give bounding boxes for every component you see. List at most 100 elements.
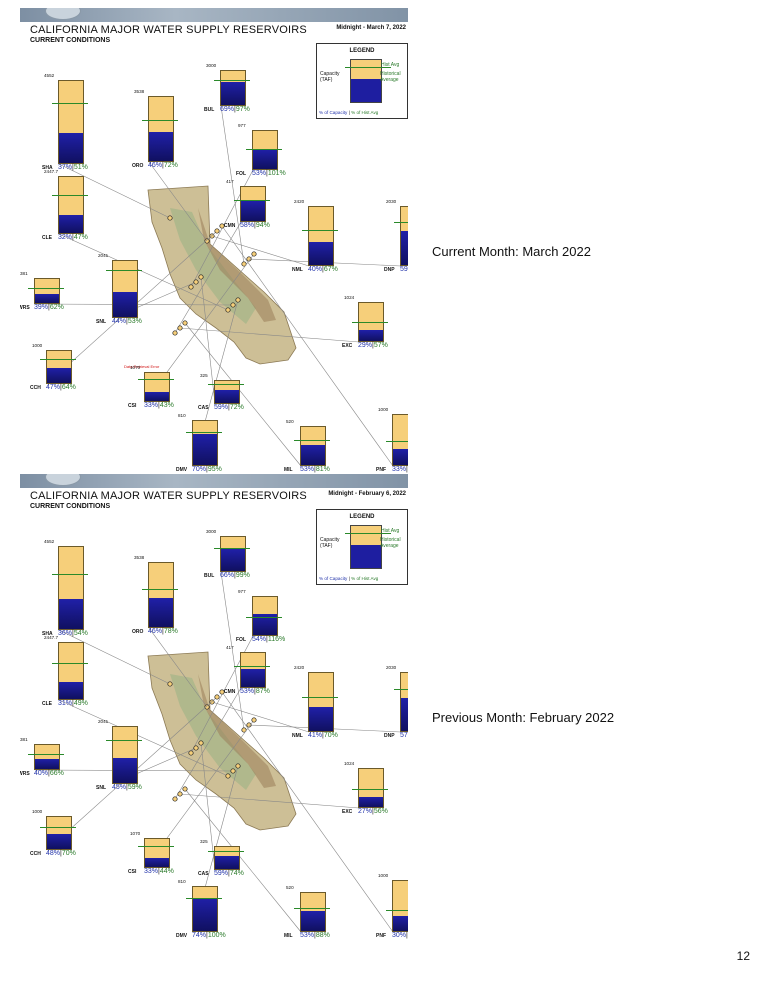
central-valley bbox=[170, 674, 256, 790]
storage-fill bbox=[359, 329, 383, 341]
capacity-label: 325 bbox=[200, 839, 208, 844]
leader-line bbox=[58, 163, 171, 219]
capacity-bar bbox=[144, 372, 170, 402]
capacity-label: 1000 bbox=[378, 873, 389, 878]
storage-fill bbox=[59, 599, 83, 629]
reservoir-location-dot bbox=[235, 297, 241, 303]
capacity-label: 977 bbox=[238, 123, 246, 128]
reservoir-location-dot bbox=[214, 694, 220, 700]
percent-label: 70%|95% bbox=[192, 466, 222, 473]
historical-average-line bbox=[142, 119, 178, 121]
historical-average-line bbox=[246, 617, 282, 619]
storage-fill bbox=[145, 857, 169, 867]
storage-fill bbox=[241, 201, 265, 221]
capacity-bar bbox=[58, 642, 84, 700]
reservoir-code: CCH bbox=[30, 851, 41, 857]
percent-label: 44%|53% bbox=[112, 318, 142, 325]
leader-line bbox=[174, 687, 242, 800]
percent-label: 59%|74% bbox=[214, 870, 244, 877]
reservoir-location-dot bbox=[193, 745, 199, 751]
legend-footer: % of Capacity | % of Hist Avg bbox=[319, 576, 379, 581]
historical-average-line bbox=[106, 269, 142, 271]
reservoir-location-dot bbox=[188, 284, 194, 290]
capacity-label: 1000 bbox=[32, 809, 43, 814]
storage-fill bbox=[393, 448, 408, 465]
capacity-label: 2420 bbox=[294, 665, 305, 670]
header-band bbox=[20, 8, 408, 22]
capacity-bar bbox=[392, 414, 408, 466]
historical-average-line bbox=[246, 149, 282, 150]
percent-label: 40%|67% bbox=[308, 266, 338, 273]
capacity-bar bbox=[112, 260, 138, 318]
reservoir-location-dot bbox=[198, 274, 204, 280]
historical-average-line bbox=[208, 850, 244, 852]
historical-average-line bbox=[294, 907, 330, 909]
percent-label: 33%|44% bbox=[144, 868, 174, 875]
percent-label: 57%|79 bbox=[400, 732, 408, 739]
reservoir-code: DMV bbox=[176, 933, 188, 939]
reservoir-code: CMN bbox=[224, 689, 236, 695]
storage-fill bbox=[253, 614, 277, 635]
storage-fill bbox=[215, 856, 239, 869]
legend-title: LEGEND bbox=[349, 48, 375, 54]
reservoir-code: NML bbox=[292, 733, 303, 739]
storage-fill bbox=[309, 241, 333, 265]
reservoir-code: SHA bbox=[42, 165, 53, 171]
capacity-bar bbox=[58, 546, 84, 630]
capacity-bar bbox=[300, 426, 326, 466]
reservoir-code: EXC bbox=[342, 343, 353, 349]
capacity-label: 2030 bbox=[386, 199, 397, 204]
legend-capacity: Capacity (TAF) bbox=[320, 71, 340, 83]
capacity-bar bbox=[400, 672, 408, 732]
capacity-label: 977 bbox=[238, 589, 246, 594]
percent-label: 37%|51% bbox=[58, 164, 88, 171]
historical-average-line bbox=[52, 194, 88, 196]
historical-average-line bbox=[186, 432, 222, 434]
storage-fill bbox=[145, 391, 169, 401]
legend-title: LEGEND bbox=[349, 514, 375, 520]
storage-fill bbox=[241, 668, 265, 687]
historical-average-line bbox=[106, 739, 142, 741]
reservoir-code: DMV bbox=[176, 467, 188, 473]
storage-fill bbox=[193, 898, 217, 931]
page-number: 12 bbox=[736, 949, 750, 963]
storage-fill bbox=[193, 434, 217, 465]
historical-average-line bbox=[302, 230, 338, 232]
sierra-nevada bbox=[198, 208, 276, 322]
reservoir-code: DNP bbox=[384, 267, 395, 273]
percent-label: 29%|57% bbox=[358, 342, 388, 349]
storage-fill bbox=[309, 707, 333, 731]
historical-average-line bbox=[138, 378, 174, 380]
capacity-bar bbox=[240, 186, 266, 222]
storage-fill bbox=[113, 292, 137, 317]
storage-fill bbox=[59, 215, 83, 233]
capacity-bar bbox=[220, 70, 246, 106]
reservoir-code: MIL bbox=[284, 933, 293, 939]
capacity-label: 520 bbox=[286, 885, 294, 890]
legend-hist-avg: Hist Avg bbox=[381, 62, 400, 68]
capacity-label: 1070 bbox=[130, 365, 141, 370]
storage-fill bbox=[149, 597, 173, 627]
percent-label: 47%|64% bbox=[46, 384, 76, 391]
historical-average-line bbox=[214, 548, 250, 549]
historical-average-line bbox=[52, 574, 88, 575]
percent-label: 33%|43% bbox=[144, 402, 174, 409]
reservoir-code: CCH bbox=[30, 385, 41, 391]
legend-bar bbox=[350, 525, 382, 569]
california-map bbox=[34, 105, 402, 467]
storage-fill bbox=[59, 132, 83, 163]
panel-datestamp: Midnight - February 6, 2022 bbox=[328, 491, 406, 497]
capacity-label: 4552 bbox=[44, 73, 55, 78]
reservoir-code: WRS bbox=[20, 305, 30, 311]
panel-datestamp: Midnight - March 7, 2022 bbox=[336, 25, 406, 31]
storage-fill bbox=[221, 548, 245, 571]
historical-average-line bbox=[302, 696, 338, 698]
percent-label: 54%|116% bbox=[252, 636, 286, 643]
legend-footer: % of Capacity | % of Hist Avg bbox=[319, 110, 379, 115]
legend-hist-line bbox=[345, 533, 391, 534]
legend-box: LEGEND Hist Avg Capacity (TAF) Historica… bbox=[316, 43, 408, 119]
legend-hist-avg: Hist Avg bbox=[381, 528, 400, 534]
leader-line bbox=[148, 627, 208, 708]
capacity-label: 2447.7 bbox=[44, 635, 59, 640]
reservoir-location-dot bbox=[177, 325, 183, 331]
